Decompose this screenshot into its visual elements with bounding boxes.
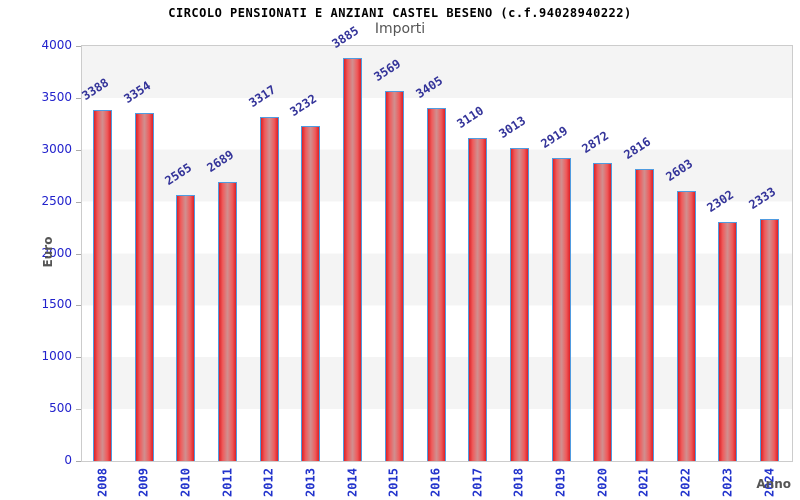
y-tick-label: 1000 [41, 349, 72, 364]
bar-value-label: 2565 [162, 160, 195, 188]
y-tick-mark [76, 201, 81, 203]
x-tick-label: 2010 [178, 467, 193, 497]
x-tick-label: 2020 [595, 467, 610, 497]
x-tick-label: 2013 [303, 467, 318, 497]
bar-value-label: 2689 [204, 147, 237, 176]
bar-2017 [468, 138, 488, 461]
bar-2012 [259, 116, 279, 461]
y-tick-mark [76, 149, 81, 151]
x-tick-label: 2021 [636, 467, 651, 497]
bar-2019 [551, 158, 571, 461]
bar-value-label: 2333 [746, 184, 779, 212]
bar-2022 [676, 190, 696, 461]
x-tick-label: 2015 [386, 467, 401, 497]
bar-value-label: 2872 [579, 128, 612, 157]
bar-value-label: 2603 [663, 156, 695, 184]
y-tick-mark [76, 305, 81, 307]
bar-2013 [301, 125, 321, 461]
y-tick-mark [76, 461, 81, 462]
y-tick-mark [76, 46, 81, 47]
y-tick-mark [76, 97, 81, 99]
y-tick-label: 500 [49, 401, 72, 416]
bar-2009 [134, 113, 154, 461]
y-tick-label: 4000 [41, 38, 72, 52]
x-tick-label: 2014 [345, 467, 360, 497]
bar-2016 [426, 107, 446, 461]
bar-value-label: 2302 [704, 187, 737, 216]
x-tick-label: 2018 [511, 467, 526, 497]
bar-value-label: 3110 [454, 103, 487, 132]
y-tick-label: 2000 [41, 245, 72, 260]
bar-2021 [634, 168, 654, 461]
x-tick-label: 2019 [553, 467, 568, 497]
x-tick-label: 2022 [678, 467, 693, 497]
y-tick-mark [76, 409, 81, 411]
chart-subtitle: Importi [374, 21, 426, 37]
y-tick-mark [76, 357, 81, 359]
bar-value-label: 2816 [621, 134, 654, 162]
x-tick-label: 2016 [428, 467, 443, 497]
plot-area: 3388 2008 3354 2009 2565 2010 2689 2011 3317 2012… [41, 23, 793, 496]
bar-value-label: 3388 [79, 75, 112, 103]
x-tick-label: 2009 [136, 467, 151, 497]
bar-2024 [760, 218, 779, 461]
y-tick-mark [76, 253, 81, 255]
bar-value-label: 3569 [371, 56, 404, 84]
x-tick-label: 2017 [470, 467, 485, 497]
x-tick-label: 2008 [95, 467, 109, 497]
bar-value-label: 3232 [287, 91, 320, 119]
x-tick-label: 2023 [720, 467, 735, 497]
y-tick-label: 2500 [41, 193, 72, 208]
x-tick-label: 2012 [261, 467, 276, 497]
bar-2023 [718, 222, 738, 461]
bar-2011 [218, 182, 238, 461]
bar-value-label: 3405 [412, 73, 445, 101]
bar-2015 [384, 90, 404, 461]
bar-value-label: 3354 [121, 78, 153, 107]
chart-title: CIRCOLO PENSIONATI E ANZIANI CASTEL BESE… [168, 6, 632, 20]
bar-2018 [509, 148, 529, 461]
bar-2008 [93, 109, 112, 461]
y-axis-title: Euro [41, 236, 55, 268]
bar-value-label: 2919 [537, 123, 570, 152]
y-tick-label: 3000 [41, 141, 72, 156]
x-axis-title: Anno [756, 477, 791, 491]
y-tick-label: 0 [64, 453, 72, 467]
bar-2010 [176, 194, 196, 461]
y-tick-label: 1500 [41, 297, 72, 312]
bar-2014 [343, 57, 363, 461]
bar-value-label: 3317 [246, 82, 278, 110]
x-tick-label: 2011 [220, 467, 235, 497]
y-tick-label: 3500 [41, 89, 72, 104]
bar-value-label: 3013 [496, 113, 529, 142]
bar-2020 [593, 163, 613, 461]
